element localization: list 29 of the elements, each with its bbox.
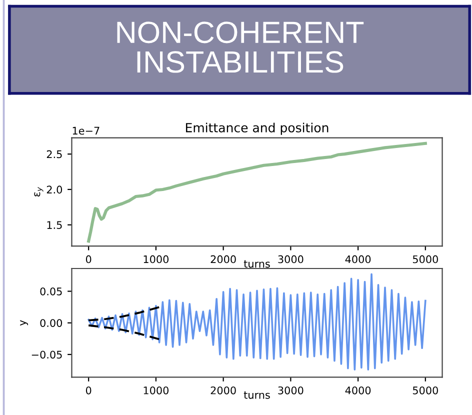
x-tick-label: 1000 <box>144 255 169 264</box>
x-axis-title: turns <box>244 391 270 399</box>
x-tick-label: 4000 <box>345 255 371 264</box>
text: NON-COHERENT INSTABILITIES <box>117 22 364 73</box>
y-tick-label: 0.05 <box>40 287 62 296</box>
x-tick-label: 3000 <box>278 255 304 264</box>
y-tick-label: 0.00 <box>40 319 62 327</box>
x-tick-label: 2000 <box>210 255 236 264</box>
x-tick-label: 0 <box>86 386 92 394</box>
y-axis-title: ε$_{y}$ <box>34 187 44 196</box>
y-tick-label: −0.05 <box>32 350 62 359</box>
x-tick-label: 2000 <box>210 386 236 394</box>
x-tick-label: 3000 <box>278 386 304 394</box>
line-series <box>88 306 160 322</box>
x-tick-label: 1000 <box>144 386 169 394</box>
y-axis-title: y <box>20 320 28 326</box>
x-tick-label: 5000 <box>412 386 438 394</box>
chart-title: Emittance and position <box>186 122 328 135</box>
x-tick-label: 5000 <box>412 255 438 264</box>
x-tick-label: 0 <box>86 255 92 264</box>
y-tick-label: 2.0 <box>46 186 62 194</box>
text: 1e−7 <box>72 126 100 135</box>
x-axis-title: turns <box>244 260 270 268</box>
line-series <box>87 142 427 243</box>
line-series <box>88 273 426 371</box>
y-tick-label: 1.5 <box>47 221 62 229</box>
y-tick-label: 2.5 <box>46 150 62 158</box>
x-tick-label: 4000 <box>345 386 371 394</box>
line-series <box>88 324 160 340</box>
